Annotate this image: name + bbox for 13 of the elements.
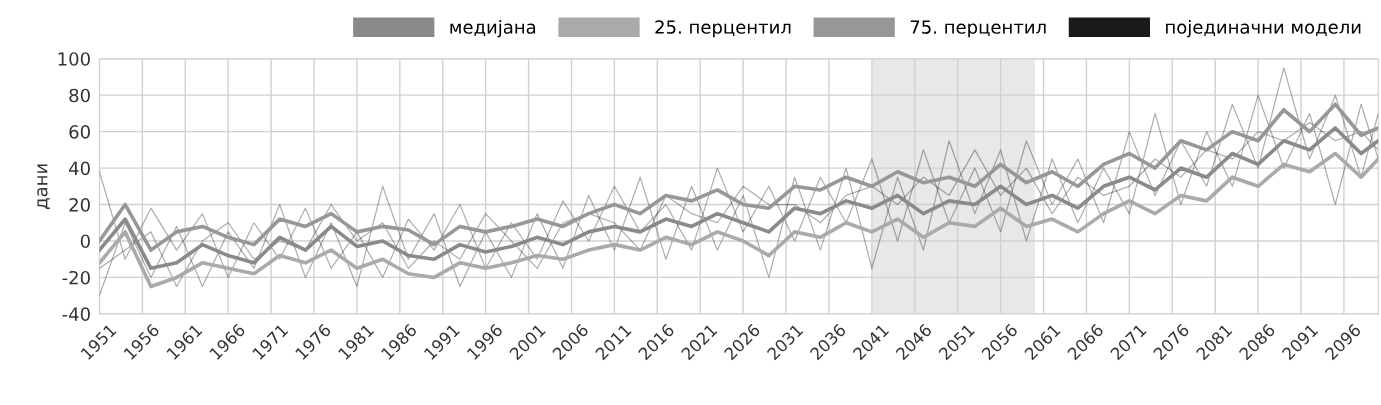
y-tick-label: 0 xyxy=(80,234,90,249)
y-tick-label: 20 xyxy=(69,197,90,212)
y-tick-label: 40 xyxy=(69,161,90,176)
legend-label: 25. перцентил xyxy=(655,20,791,38)
y-tick-label: -20 xyxy=(62,270,90,285)
y-tick-label: 60 xyxy=(69,125,90,139)
legend-label: појединачни модели xyxy=(1166,19,1361,38)
y-tick-label: 80 xyxy=(69,88,90,103)
y-tick-label: -40 xyxy=(62,307,90,321)
y-tick-label: 100 xyxy=(58,52,90,66)
y-axis-title: дани xyxy=(37,164,50,209)
legend-label: медијана xyxy=(450,19,536,38)
legend-label: 75. перцентил xyxy=(910,20,1046,38)
